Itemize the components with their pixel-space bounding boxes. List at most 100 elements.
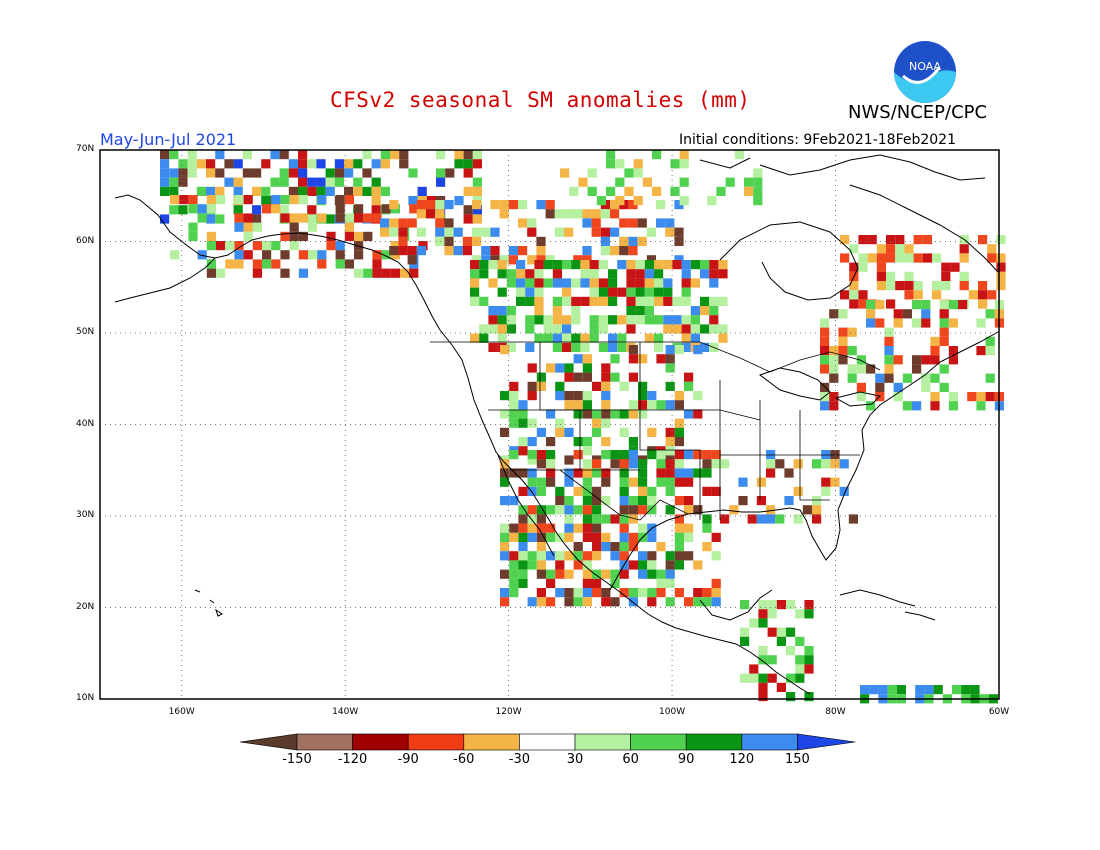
anomaly-cell	[580, 260, 590, 270]
anomaly-cell	[985, 309, 995, 319]
anomaly-cell	[654, 260, 664, 270]
anomaly-cell	[804, 600, 814, 610]
anomaly-cell	[552, 333, 562, 343]
anomaly-cell	[261, 159, 271, 169]
anomaly-cell	[793, 486, 803, 496]
anomaly-cell	[996, 271, 1006, 281]
anomaly-cell	[615, 196, 625, 206]
anomaly-cell	[756, 514, 766, 524]
anomaly-cell	[234, 195, 244, 205]
anomaly-cell	[684, 450, 694, 460]
anomaly-cell	[766, 468, 776, 478]
anomaly-cell	[325, 214, 335, 224]
anomaly-cell	[829, 364, 839, 374]
anomaly-cell	[884, 327, 894, 337]
anomaly-cell	[580, 296, 590, 306]
anomaly-cell	[652, 186, 662, 196]
anomaly-cell	[573, 209, 583, 219]
anomaly-cell	[876, 253, 886, 263]
anomaly-cell	[665, 459, 675, 469]
anomaly-cell	[610, 450, 620, 460]
anomaly-cell	[709, 306, 719, 316]
anomaly-cell	[518, 569, 528, 579]
anomaly-cell	[582, 588, 592, 598]
anomaly-cell	[601, 542, 611, 552]
anomaly-cell	[462, 246, 472, 256]
anomaly-cell	[601, 372, 611, 382]
anomaly-cell	[582, 560, 592, 570]
anomaly-cell	[638, 477, 648, 487]
anomaly-cell	[546, 363, 556, 373]
anomaly-cell	[573, 588, 583, 598]
anomaly-cell	[628, 345, 638, 355]
anomaly-cell	[206, 231, 216, 241]
anomaly-cell	[233, 186, 243, 196]
anomaly-cell	[847, 364, 857, 374]
anomaly-cell	[564, 597, 574, 607]
anomaly-cell	[656, 468, 666, 478]
anomaly-cell	[756, 477, 766, 487]
anomaly-cell	[196, 159, 206, 169]
anomaly-cell	[416, 200, 426, 210]
anomaly-cell	[363, 268, 373, 278]
anomaly-cell	[681, 315, 691, 325]
anomaly-cell	[978, 299, 988, 309]
anomaly-cell	[363, 231, 373, 241]
anomaly-cell	[335, 250, 345, 260]
anomaly-cell	[840, 253, 850, 263]
anomaly-cell	[527, 597, 537, 607]
anomaly-cell	[702, 514, 712, 524]
anomaly-cell	[795, 664, 805, 674]
anomaly-cell	[169, 177, 179, 187]
anomaly-cell	[690, 324, 700, 334]
anomaly-cell	[740, 673, 750, 683]
anomaly-cell	[334, 159, 344, 169]
anomaly-cell	[497, 287, 507, 297]
colorbar-segment	[685, 733, 743, 751]
anomaly-cell	[628, 354, 638, 364]
anomaly-cell	[858, 235, 868, 245]
anomaly-cell	[470, 287, 480, 297]
anomaly-cell	[665, 477, 675, 487]
anomaly-cell	[472, 255, 482, 265]
anomaly-cell	[582, 569, 592, 579]
anomaly-cell	[508, 246, 518, 256]
anomaly-cell	[509, 588, 519, 598]
anomaly-cell	[601, 588, 611, 598]
anomaly-cell	[573, 560, 583, 570]
anomaly-cell	[930, 392, 940, 402]
anomaly-cell	[793, 459, 803, 469]
anomaly-cell	[913, 290, 923, 300]
anomaly-cell	[399, 159, 409, 169]
anomaly-cell	[573, 372, 583, 382]
anomaly-cell	[690, 333, 700, 343]
anomaly-cell	[252, 205, 262, 215]
anomaly-cell	[298, 195, 308, 205]
anomaly-cell	[656, 200, 666, 210]
anomaly-cell	[525, 278, 535, 288]
anomaly-cell	[536, 372, 546, 382]
anomaly-cell	[298, 250, 308, 260]
anomaly-cell	[725, 177, 735, 187]
anomaly-cell	[711, 459, 721, 469]
anomaly-cell	[562, 342, 572, 352]
anomaly-cell	[619, 246, 629, 256]
anomaly-cell	[921, 373, 931, 383]
anomaly-cell	[740, 636, 750, 646]
anomaly-cell	[856, 382, 866, 392]
anomaly-cell	[795, 655, 805, 665]
anomaly-cell	[569, 186, 579, 196]
anomaly-cell	[690, 306, 700, 316]
anomaly-cell	[628, 218, 638, 228]
anomaly-cell	[589, 315, 599, 325]
anomaly-cell	[518, 437, 528, 447]
anomaly-cell	[509, 523, 519, 533]
anomaly-cell	[334, 168, 344, 178]
anomaly-cell	[941, 281, 951, 291]
anomaly-cell	[628, 542, 638, 552]
anomaly-cell	[500, 551, 510, 561]
anomaly-cell	[970, 685, 980, 695]
anomaly-cell	[582, 363, 592, 373]
anomaly-cell	[445, 168, 455, 178]
anomaly-cell	[619, 218, 629, 228]
